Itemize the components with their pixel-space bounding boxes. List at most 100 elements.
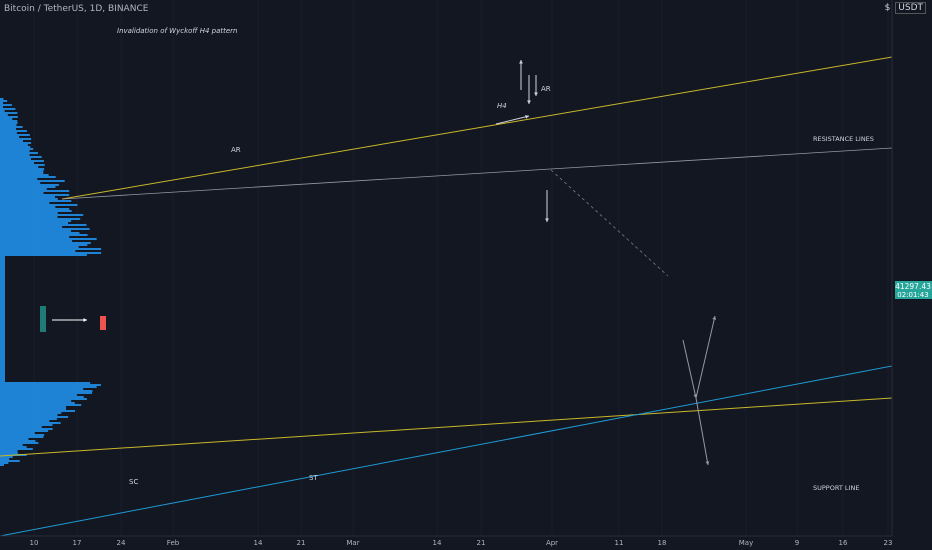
time-tick: 21	[477, 539, 486, 547]
profile-bar	[0, 370, 5, 372]
profile-bar	[0, 176, 56, 178]
profile-bar	[0, 244, 88, 246]
profile-bar	[0, 376, 5, 378]
profile-bar	[0, 178, 38, 180]
profile-bar	[0, 456, 13, 458]
profile-bar	[0, 268, 5, 270]
profile-bar	[0, 238, 97, 240]
projection-arrow-up-head	[712, 316, 717, 320]
profile-bar	[0, 384, 101, 386]
profile-bar	[0, 118, 13, 120]
profile-bar	[0, 368, 5, 370]
profile-bar	[0, 392, 92, 394]
profile-bar	[0, 386, 97, 388]
profile-bar	[0, 228, 90, 230]
profile-bar	[0, 416, 69, 418]
profile-bar	[0, 378, 5, 380]
profile-bar	[0, 272, 5, 274]
profile-bar	[0, 192, 44, 194]
left-marker	[40, 306, 46, 332]
time-tick: 14	[433, 539, 442, 547]
profile-bar	[0, 140, 23, 142]
profile-bar	[0, 424, 53, 426]
profile-bar	[0, 106, 3, 108]
profile-bar	[0, 280, 5, 282]
profile-bar	[0, 302, 5, 304]
projection-arrow-up	[695, 315, 716, 399]
time-tick: Mar	[346, 539, 359, 547]
profile-bar	[0, 190, 70, 192]
profile-bar	[0, 310, 5, 312]
time-tick: 9	[795, 539, 799, 547]
resistance-label: RESISTANCE LINES	[813, 135, 874, 143]
profile-bar	[0, 282, 5, 284]
projection-arrow-down-2-head	[705, 461, 710, 465]
profile-bar	[0, 198, 58, 200]
profile-bar	[0, 356, 5, 358]
time-tick: May	[739, 539, 753, 547]
profile-bar	[0, 390, 93, 392]
profile-bar	[0, 464, 4, 466]
profile-bar	[0, 112, 18, 114]
profile-bar	[0, 214, 84, 216]
profile-bar	[0, 304, 5, 306]
profile-bar	[0, 234, 88, 236]
profile-bar	[0, 126, 23, 128]
profile-bar	[0, 262, 5, 264]
left-marker-2	[100, 316, 106, 330]
profile-bar	[0, 202, 50, 204]
symbol-title: Bitcoin / TetherUS, 1D, BINANCE	[4, 4, 149, 14]
time-tick: 23	[884, 539, 893, 547]
currency-badge[interactable]: $ USDT	[885, 2, 926, 14]
profile-bar	[0, 114, 8, 116]
profile-bar	[0, 170, 44, 172]
profile-bar	[0, 194, 70, 196]
last-price-tag: 41297.43 02:01:43	[895, 281, 932, 299]
profile-bar	[0, 174, 49, 176]
profile-bar	[0, 288, 5, 290]
down-arrow-icon-head	[527, 100, 531, 104]
profile-bar	[0, 408, 67, 410]
profile-bar	[0, 120, 18, 122]
profile-bar	[0, 342, 5, 344]
right-arrow-icon-head	[525, 114, 529, 119]
profile-bar	[0, 438, 29, 440]
profile-bar	[0, 98, 4, 100]
profile-bar	[0, 162, 34, 164]
profile-bar	[0, 460, 20, 462]
profile-bar	[0, 258, 5, 260]
time-tick: Apr	[546, 539, 558, 547]
profile-bar	[0, 146, 31, 148]
profile-bar	[0, 322, 5, 324]
profile-bar	[0, 430, 49, 432]
right-arrow-icon	[495, 115, 530, 125]
profile-bar	[0, 136, 20, 138]
profile-bar	[0, 204, 78, 206]
profile-bar	[0, 154, 30, 156]
profile-bar	[0, 284, 5, 286]
profile-bar	[0, 138, 32, 140]
profile-bar	[0, 172, 44, 174]
profile-bar	[0, 210, 72, 212]
profile-bar	[0, 188, 47, 190]
profile-bar	[0, 144, 28, 146]
profile-bar	[0, 364, 5, 366]
profile-bar	[0, 152, 38, 154]
profile-bar	[0, 252, 102, 254]
profile-bar	[0, 316, 5, 318]
profile-bar	[0, 366, 5, 368]
blue-trendline	[0, 365, 893, 537]
profile-bar	[0, 248, 102, 250]
profile-bar	[0, 292, 5, 294]
ar-left-label: AR	[231, 146, 241, 154]
dashed-decline	[550, 169, 669, 277]
profile-bar	[0, 320, 5, 322]
profile-bar	[0, 186, 56, 188]
profile-bar	[0, 402, 75, 404]
profile-bar	[0, 420, 50, 422]
projection-arrow-down-2	[695, 397, 709, 466]
profile-bar	[0, 166, 39, 168]
chart-grid	[0, 0, 892, 536]
profile-bar	[0, 436, 44, 438]
